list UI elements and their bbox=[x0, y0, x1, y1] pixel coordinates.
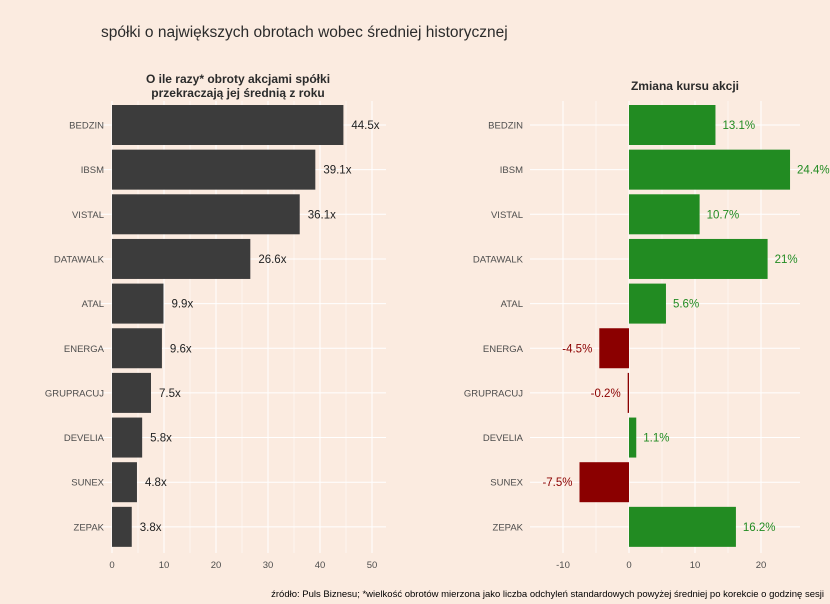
right-bar-atal bbox=[629, 283, 666, 324]
right-category-label: ZEPAK bbox=[493, 522, 524, 533]
right-tick-label: 20 bbox=[756, 560, 767, 571]
left-category-label: SUNEX bbox=[71, 478, 104, 489]
right-category-label: IBSM bbox=[500, 165, 523, 176]
left-bar-zepak bbox=[112, 506, 132, 547]
right-value-label: -0.2% bbox=[591, 388, 621, 400]
right-value-label: 5.6% bbox=[673, 299, 699, 311]
right-bar-grupracuj bbox=[627, 372, 629, 413]
right-category-label: VISTAL bbox=[491, 210, 523, 221]
left-category-label: GRUPRACUJ bbox=[45, 388, 104, 399]
left-value-label: 4.8x bbox=[145, 477, 167, 489]
right-value-label: 16.2% bbox=[743, 522, 776, 534]
left-value-label: 9.6x bbox=[170, 343, 192, 355]
right-bar-zepak bbox=[629, 506, 736, 547]
left-tick-label: 50 bbox=[367, 560, 378, 571]
left-category-label: BEDZIN bbox=[69, 121, 104, 132]
left-bar-ibsm bbox=[112, 149, 316, 190]
caption: źródło: Puls Biznesu; *wielkość obrotów … bbox=[271, 589, 824, 600]
right-value-label: 1.1% bbox=[643, 433, 669, 445]
right-tick-label: 0 bbox=[626, 560, 631, 571]
right-value-label: 24.4% bbox=[797, 165, 830, 177]
right-category-label: BEDZIN bbox=[488, 121, 523, 132]
left-category-label: DATAWALK bbox=[54, 254, 105, 265]
right-category-label: ENERGA bbox=[483, 344, 524, 355]
right-value-label: -7.5% bbox=[542, 477, 572, 489]
left-panel-title: O ile razy* obroty akcjami spółki przekr… bbox=[118, 72, 358, 100]
left-category-label: ATAL bbox=[82, 299, 104, 310]
right-category-label: ATAL bbox=[501, 299, 523, 310]
right-category-label: GRUPRACUJ bbox=[464, 388, 523, 399]
left-tick-label: 40 bbox=[315, 560, 326, 571]
left-value-label: 9.9x bbox=[171, 299, 193, 311]
left-bar-vistal bbox=[112, 194, 300, 235]
left-value-label: 44.5x bbox=[351, 120, 379, 132]
left-category-label: ZEPAK bbox=[74, 522, 105, 533]
right-bar-datawalk bbox=[629, 238, 768, 279]
right-category-label: SUNEX bbox=[490, 478, 523, 489]
left-panel-title-line-2: przekraczają jej średnią z roku bbox=[151, 86, 325, 100]
right-category-label: DEVELIA bbox=[483, 433, 524, 444]
right-bar-sunex bbox=[579, 462, 629, 503]
right-category-label: DATAWALK bbox=[473, 254, 524, 265]
right-bar-bedzin bbox=[629, 105, 716, 145]
left-tick-label: 20 bbox=[211, 560, 222, 571]
left-value-label: 39.1x bbox=[323, 165, 351, 177]
left-bar-sunex bbox=[112, 462, 137, 503]
main-title: spółki o największych obrotach wobec śre… bbox=[101, 24, 508, 41]
left-bar-develia bbox=[112, 417, 143, 458]
left-category-label: ENERGA bbox=[64, 344, 105, 355]
right-bar-develia bbox=[629, 417, 637, 458]
left-tick-label: 10 bbox=[159, 560, 170, 571]
left-bar-datawalk bbox=[112, 238, 251, 279]
right-value-label: -4.5% bbox=[562, 343, 592, 355]
right-tick-label: 10 bbox=[690, 560, 701, 571]
left-bar-energa bbox=[112, 328, 162, 369]
right-value-label: 10.7% bbox=[707, 209, 740, 221]
right-bar-energa bbox=[599, 328, 629, 369]
right-value-label: 13.1% bbox=[722, 120, 755, 132]
left-panel-title-line-1: O ile razy* obroty akcjami spółki bbox=[145, 72, 331, 86]
left-category-label: DEVELIA bbox=[64, 433, 105, 444]
right-value-label: 21% bbox=[775, 254, 798, 266]
left-category-label: VISTAL bbox=[72, 210, 104, 221]
left-bar-atal bbox=[112, 283, 164, 324]
left-value-label: 26.6x bbox=[258, 254, 286, 266]
left-tick-label: 30 bbox=[263, 560, 274, 571]
right-panel-title: Zmiana kursu akcji bbox=[630, 79, 740, 93]
left-value-label: 3.8x bbox=[140, 522, 162, 534]
left-value-label: 36.1x bbox=[308, 209, 336, 221]
left-value-label: 7.5x bbox=[159, 388, 181, 400]
right-bar-ibsm bbox=[629, 149, 791, 190]
left-bar-bedzin bbox=[112, 105, 344, 145]
left-tick-label: 0 bbox=[109, 560, 114, 571]
left-bar-grupracuj bbox=[112, 372, 151, 413]
right-bar-vistal bbox=[629, 194, 700, 235]
left-category-label: IBSM bbox=[81, 165, 104, 176]
left-value-label: 5.8x bbox=[150, 433, 172, 445]
right-tick-label: -10 bbox=[556, 560, 570, 571]
